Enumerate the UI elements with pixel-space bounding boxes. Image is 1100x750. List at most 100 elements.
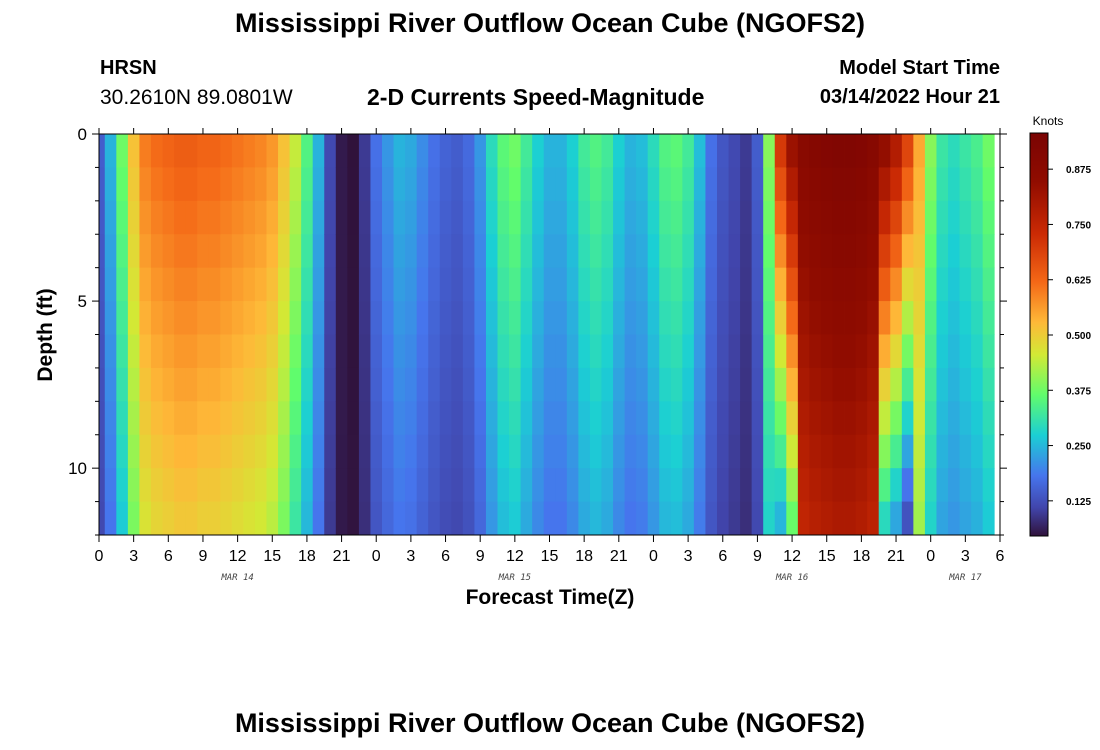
heatmap-cell [127,334,140,369]
colorbar-tick-label: 0.125 [1066,497,1091,508]
heatmap-cell [982,167,995,202]
heatmap-cell [948,267,960,302]
heatmap-cell [936,501,949,536]
heatmap-cell [162,501,175,536]
heatmap-cell [624,134,637,168]
heatmap-cell [867,401,880,436]
heatmap-cell [324,301,337,335]
heatmap-cell [451,200,464,235]
heatmap-cell [532,134,545,168]
heatmap-cell [405,301,418,335]
heatmap-cell [254,401,267,436]
heatmap-cell [393,401,406,436]
heatmap-cell [647,200,660,235]
heatmap-cell [844,267,857,302]
heatmap-cell [162,434,175,469]
heatmap-cell [867,200,880,235]
heatmap-cell [924,401,937,436]
heatmap-cell [150,468,163,502]
heatmap-cell [820,200,833,235]
heatmap-cell [474,167,487,202]
heatmap-cell [520,267,533,302]
heatmap-cell [509,334,522,369]
heatmap-cell [185,234,198,269]
heatmap-cell [659,134,672,168]
heatmap-cell [220,134,233,168]
heatmap-cell [844,167,857,202]
heatmap-cell [99,134,106,168]
heatmap-cell [474,334,487,369]
x-tick-label: 0 [372,548,381,565]
heatmap-cell [451,267,464,302]
heatmap-cell [809,267,822,302]
heatmap-cell [358,167,371,202]
heatmap-cell [832,301,845,335]
heatmap-cell [543,234,556,269]
heatmap-cell [312,267,325,302]
heatmap-cell [462,367,475,402]
heatmap-cell [855,367,868,402]
heatmap-cell [254,334,267,369]
heatmap-cell [532,501,545,536]
heatmap-cell [266,301,279,335]
heatmap-cell [601,301,614,335]
heatmap-cell [716,267,729,302]
heatmap-cell [647,301,660,335]
heatmap-cell [982,134,995,168]
heatmap-cell [948,134,960,168]
heatmap-cell [266,334,279,369]
heatmap-cell [416,267,429,302]
heatmap-cell [485,501,498,536]
heatmap-cell [971,468,984,502]
heatmap-cell [971,234,984,269]
heatmap-cell [278,301,290,335]
heatmap-cell [832,200,845,235]
heatmap-cell [890,334,903,369]
heatmap-cell [358,267,371,302]
heatmap-cell [774,301,787,335]
heatmap-cell [705,200,718,235]
heatmap-cells [99,134,995,536]
heatmap-cell [451,167,464,202]
heatmap-cell [197,334,210,369]
heatmap-cell [312,134,325,168]
heatmap-cell [578,167,591,202]
heatmap-cell [335,200,348,235]
heatmap-cell [266,167,279,202]
heatmap-cell [532,434,545,469]
heatmap-cell [127,234,140,269]
heatmap-cell [844,434,857,469]
heatmap-cell [278,468,290,502]
heatmap-cell [751,434,764,469]
heatmap-cell [566,301,579,335]
heatmap-cell [624,267,637,302]
heatmap-cell [197,234,210,269]
heatmap-cell [774,267,787,302]
heatmap-cell [543,334,556,369]
y-tick-label: 0 [78,125,87,144]
heatmap-cell [174,167,187,202]
heatmap-cell [924,234,937,269]
heatmap-cell [99,200,106,235]
heatmap-cell [208,301,221,335]
heatmap-cell [312,434,325,469]
heatmap-cell [208,167,221,202]
heatmap-cell [197,301,210,335]
heatmap-cell [370,301,383,335]
heatmap-cell [185,401,198,436]
heatmap-cell [382,434,394,469]
heatmap-cell [520,367,533,402]
heatmap-cell [959,367,972,402]
heatmap-cell [959,200,972,235]
heatmap-cell [740,367,753,402]
heatmap-cell [301,301,314,335]
heatmap-cell [208,367,221,402]
heatmap-cell [844,200,857,235]
heatmap-cell [324,167,337,202]
heatmap-cell [901,468,914,502]
heatmap-cell [335,501,348,536]
heatmap-cell [382,167,394,202]
heatmap-cell [254,267,267,302]
heatmap-cell [855,501,868,536]
